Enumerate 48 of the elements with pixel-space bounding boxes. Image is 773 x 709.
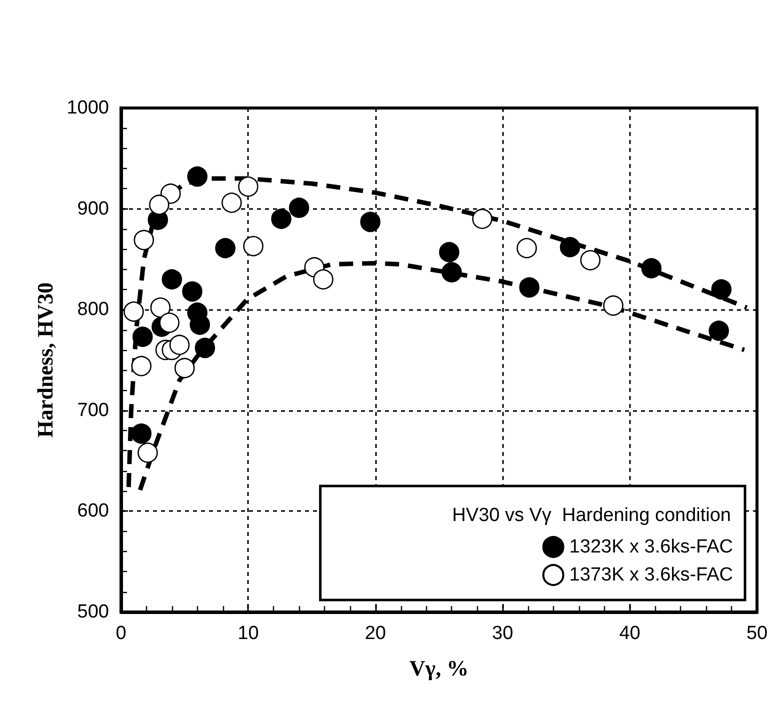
point	[472, 208, 492, 230]
point	[134, 230, 154, 250]
point	[124, 301, 144, 322]
legend-label: 1373K x 3.6ks-FAC	[569, 564, 734, 586]
point	[182, 281, 202, 302]
x-tick-label: 20	[364, 623, 386, 644]
point	[238, 176, 258, 197]
x-tick-label: 40	[619, 623, 640, 644]
y-tick-label: 900	[77, 198, 109, 220]
y-tick-label: 600	[77, 500, 109, 522]
point	[442, 262, 462, 282]
x-tick-label: 50	[746, 623, 768, 644]
point	[603, 295, 624, 316]
y-tick-label: 700	[77, 400, 109, 421]
x-tick-label: 30	[492, 623, 514, 644]
point	[149, 194, 170, 215]
y-tick-label: 800	[77, 299, 109, 320]
point	[222, 192, 242, 213]
point	[131, 356, 152, 376]
x-tick-label: 10	[238, 623, 259, 644]
point	[138, 442, 158, 463]
point	[439, 242, 460, 262]
point	[131, 423, 152, 444]
point	[560, 236, 580, 258]
point	[187, 166, 208, 187]
legend-label: 1323K x 3.6ks-FAC	[569, 536, 734, 558]
point	[288, 198, 310, 218]
point	[174, 358, 195, 378]
y-tick-label: 500	[77, 602, 109, 622]
point	[132, 326, 153, 347]
point	[215, 238, 236, 258]
point	[641, 258, 662, 278]
point	[169, 334, 190, 356]
point	[519, 277, 540, 298]
legend-title: HV30 vs Vγ Hardening condition	[452, 505, 732, 526]
point	[360, 212, 380, 232]
x-axis-title: Vγ, %	[409, 656, 469, 680]
point	[708, 320, 729, 341]
y-axis-title: Hardness, HV30	[32, 282, 58, 438]
point	[159, 312, 180, 333]
point	[243, 236, 264, 256]
point	[711, 279, 732, 300]
y-tick-label: 1000	[66, 98, 109, 118]
point	[313, 269, 334, 290]
point	[162, 269, 182, 290]
x-tick-label: 0	[116, 623, 126, 644]
point	[271, 208, 292, 230]
point	[194, 338, 216, 358]
